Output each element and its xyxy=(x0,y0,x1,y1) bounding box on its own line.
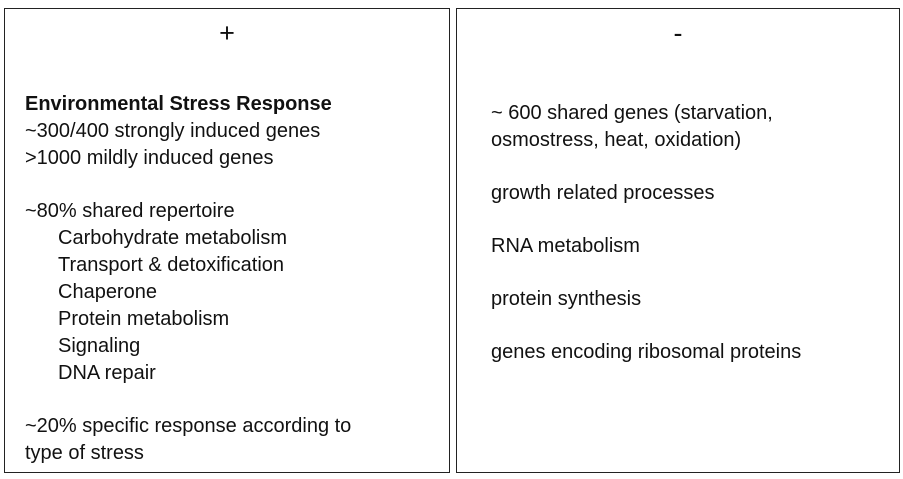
spacer xyxy=(491,207,801,233)
spacer xyxy=(491,154,801,180)
strongly-induced-line: ~300/400 strongly induced genes xyxy=(25,120,321,142)
protein-synthesis-line: protein synthesis xyxy=(491,288,642,310)
repertoire-item: Carbohydrate metabolism xyxy=(58,227,287,249)
spacer xyxy=(491,260,801,286)
repertoire-item: DNA repair xyxy=(58,362,156,384)
minus-sign: - xyxy=(673,18,683,48)
repertoire-item: Protein metabolism xyxy=(58,308,230,330)
repertoire-item: Chaperone xyxy=(58,281,157,303)
induced-content: Environmental Stress Response ~300/400 s… xyxy=(25,91,351,467)
shared-genes-line-2: osmostress, heat, oxidation) xyxy=(491,129,742,151)
plus-sign: + xyxy=(219,18,235,48)
repressed-panel: - ~ 600 shared genes (starvation, osmost… xyxy=(456,8,900,473)
repressed-content: ~ 600 shared genes (starvation, osmostre… xyxy=(491,100,801,366)
spacer xyxy=(491,313,801,339)
ribosomal-genes-line: genes encoding ribosomal proteins xyxy=(491,341,802,363)
repertoire-item: Signaling xyxy=(58,335,141,357)
specific-response-line-1: ~20% specific response according to xyxy=(25,415,352,437)
shared-genes-line-1: ~ 600 shared genes (starvation, xyxy=(491,102,773,124)
rna-metabolism-line: RNA metabolism xyxy=(491,235,640,257)
esr-title: Environmental Stress Response xyxy=(25,93,332,115)
repertoire-item: Transport & detoxification xyxy=(58,254,285,276)
spacer xyxy=(25,387,351,413)
shared-repertoire-line: ~80% shared repertoire xyxy=(25,200,235,222)
specific-response-line-2: type of stress xyxy=(25,442,144,464)
induced-panel: + Environmental Stress Response ~300/400… xyxy=(4,8,450,473)
spacer xyxy=(25,172,351,198)
growth-processes-line: growth related processes xyxy=(491,182,715,204)
mildly-induced-line: >1000 mildly induced genes xyxy=(25,147,274,169)
